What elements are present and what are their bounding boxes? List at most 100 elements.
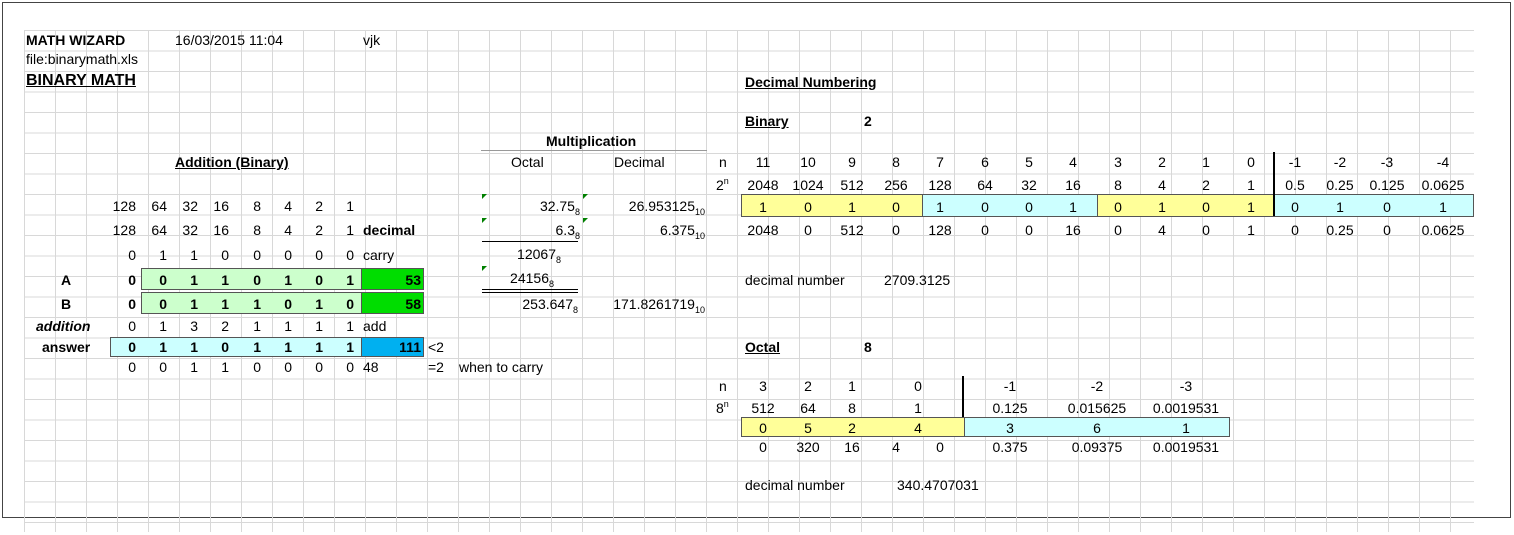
addition-cell[interactable]: 1 (190, 272, 198, 288)
binary-cell[interactable]: 0 (1202, 222, 1210, 238)
addition-cell[interactable]: 0 (159, 359, 167, 375)
binary-cell[interactable]: 128 (928, 177, 952, 193)
octal-cell[interactable]: -1 (1003, 378, 1017, 394)
addition-cell[interactable]: 0 (253, 272, 261, 288)
binary-cell[interactable]: 0.0625 (1421, 222, 1465, 238)
addition-cell[interactable]: 0 (221, 247, 229, 263)
addition-cell[interactable]: 64 (151, 198, 167, 214)
b-decimal-value[interactable]: 58 (405, 296, 421, 312)
addition-cell[interactable]: 0 (128, 339, 136, 355)
octal-cell[interactable]: 5 (804, 420, 812, 436)
binary-cell[interactable]: 1 (936, 199, 944, 215)
binary-cell[interactable]: 0.25 (1326, 177, 1354, 193)
binary-cell[interactable]: 1 (1069, 199, 1077, 215)
addition-cell[interactable]: 8 (253, 222, 261, 238)
addition-cell[interactable]: 0 (159, 272, 167, 288)
binary-cell[interactable]: 3 (1114, 154, 1122, 170)
addition-cell[interactable]: 1 (315, 296, 323, 312)
binary-cell[interactable]: 2048 (747, 177, 779, 193)
binary-cell[interactable]: 9 (848, 154, 856, 170)
binary-cell[interactable]: 8 (1114, 177, 1122, 193)
addition-cell[interactable]: 1 (190, 247, 198, 263)
addition-cell[interactable]: 16 (213, 198, 229, 214)
binary-cell[interactable]: 16 (1065, 177, 1081, 193)
addition-cell[interactable]: 0 (346, 359, 354, 375)
octal-cell[interactable]: 64 (800, 400, 816, 416)
binary-cell[interactable]: 1 (1439, 199, 1447, 215)
addition-cell[interactable]: 1 (315, 318, 323, 334)
carry2-value[interactable]: 48 (363, 359, 379, 375)
octal-cell[interactable]: 1 (848, 378, 856, 394)
octal-cell[interactable]: 2 (804, 378, 812, 394)
addition-cell[interactable]: 2 (315, 222, 323, 238)
binary-cell[interactable]: -1 (1288, 154, 1302, 170)
addition-cell[interactable]: 0 (315, 272, 323, 288)
addition-cell[interactable]: 0 (284, 296, 292, 312)
binary-cell[interactable]: 1024 (792, 177, 824, 193)
binary-cell[interactable]: -3 (1380, 154, 1394, 170)
binary-cell[interactable]: 0.125 (1369, 177, 1405, 193)
addition-cell[interactable]: 1 (253, 318, 261, 334)
octal-cell[interactable]: 8 (848, 400, 856, 416)
addition-cell[interactable]: 2 (315, 198, 323, 214)
addition-cell[interactable]: 128 (112, 198, 136, 214)
addition-cell[interactable]: 1 (190, 359, 198, 375)
octal-cell[interactable]: 0.0019531 (1152, 400, 1220, 416)
addition-cell[interactable]: 0 (159, 296, 167, 312)
binary-cell[interactable]: 2048 (747, 222, 779, 238)
octal-cell[interactable]: 0.0019531 (1152, 439, 1220, 455)
mult-row1-octal[interactable]: 32.758 (482, 196, 580, 217)
addition-cell[interactable]: 32 (182, 222, 198, 238)
binary-cell[interactable]: 0.25 (1326, 222, 1354, 238)
binary-cell[interactable]: 32 (1021, 177, 1037, 193)
octal-cell[interactable]: -3 (1179, 378, 1193, 394)
binary-cell[interactable]: 4 (1158, 222, 1166, 238)
mult-result-decimal[interactable]: 171.826171910 (585, 294, 705, 315)
addition-cell[interactable]: 1 (190, 339, 198, 355)
addition-cell[interactable]: 0 (284, 359, 292, 375)
addition-cell[interactable]: 3 (190, 318, 198, 334)
addition-cell[interactable]: 1 (159, 339, 167, 355)
addition-cell[interactable]: 0 (128, 272, 136, 288)
addition-cell[interactable]: 32 (182, 198, 198, 214)
binary-cell[interactable]: 1 (848, 199, 856, 215)
addition-cell[interactable]: 1 (346, 339, 354, 355)
addition-cell[interactable]: 1 (284, 318, 292, 334)
binary-cell[interactable]: 10 (800, 154, 816, 170)
binary-cell[interactable]: 64 (977, 177, 993, 193)
octal-cell[interactable]: 16 (844, 439, 860, 455)
addition-cell[interactable]: 64 (151, 222, 167, 238)
addition-cell[interactable]: 0 (346, 247, 354, 263)
a-decimal-value[interactable]: 53 (405, 272, 421, 288)
octal-cell[interactable]: -2 (1090, 378, 1104, 394)
datetime-cell[interactable]: 16/03/2015 11:04 (175, 32, 283, 48)
octal-cell[interactable]: 1 (914, 400, 922, 416)
binary-cell[interactable]: 16 (1065, 222, 1081, 238)
author-cell[interactable]: vjk (363, 32, 381, 48)
binary-cell[interactable]: 7 (936, 154, 944, 170)
addition-cell[interactable]: 16 (213, 222, 229, 238)
addition-cell[interactable]: 1 (221, 272, 229, 288)
octal-cell[interactable]: 3 (759, 378, 767, 394)
octal-cell[interactable]: 0.125 (992, 400, 1028, 416)
addition-cell[interactable]: 1 (221, 359, 229, 375)
binary-cell[interactable]: 0 (804, 199, 812, 215)
octal-cell[interactable]: 2 (848, 420, 856, 436)
addition-cell[interactable]: 1 (315, 339, 323, 355)
addition-cell[interactable]: 0 (128, 247, 136, 263)
binary-cell[interactable]: 0 (1114, 222, 1122, 238)
mult-partial1[interactable]: 120678 (482, 244, 561, 265)
octal-cell[interactable]: 0.375 (992, 439, 1028, 455)
octal-cell[interactable]: 0.015625 (1067, 400, 1127, 416)
octal-cell[interactable]: 0 (759, 439, 767, 455)
binary-cell[interactable]: 0 (981, 199, 989, 215)
binary-cell[interactable]: 11 (755, 154, 771, 170)
binary-cell[interactable]: 0 (1291, 199, 1299, 215)
mult-partial2[interactable]: 241568 (482, 268, 554, 289)
binary-cell[interactable]: 1 (759, 199, 767, 215)
addition-cell[interactable]: 0 (315, 359, 323, 375)
binary-cell[interactable]: 0 (1383, 222, 1391, 238)
binary-cell[interactable]: 8 (892, 154, 900, 170)
addition-cell[interactable]: 2 (221, 318, 229, 334)
binary-cell[interactable]: 1 (1247, 222, 1255, 238)
